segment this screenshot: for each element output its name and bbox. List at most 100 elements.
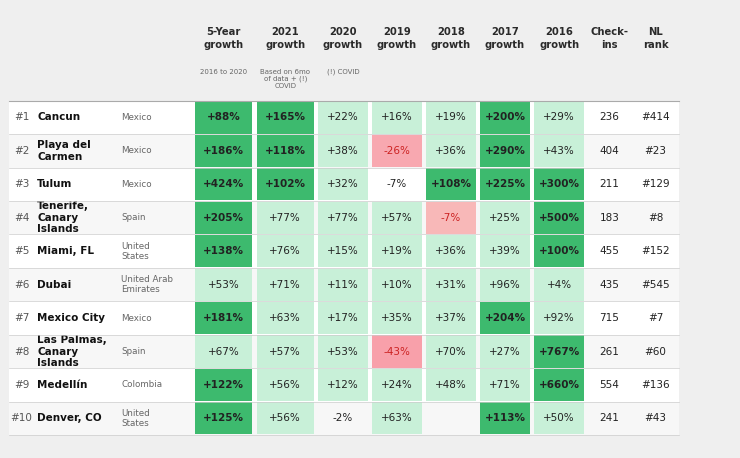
Text: -43%: -43% <box>383 347 411 356</box>
Bar <box>9 234 679 268</box>
Text: +31%: +31% <box>435 280 467 289</box>
Bar <box>9 201 679 234</box>
Text: #9: #9 <box>14 380 29 390</box>
Bar <box>257 402 314 434</box>
Text: 2016
growth: 2016 growth <box>539 27 579 50</box>
Text: United
States: United States <box>121 241 150 261</box>
Text: Mexico: Mexico <box>121 180 152 189</box>
Text: #8: #8 <box>648 213 663 223</box>
Text: +205%: +205% <box>204 213 244 223</box>
Text: +77%: +77% <box>269 213 301 223</box>
Text: #43: #43 <box>645 414 667 423</box>
Text: #10: #10 <box>10 414 33 423</box>
Bar <box>534 402 584 434</box>
Text: +56%: +56% <box>269 414 301 423</box>
Text: Denver, CO: Denver, CO <box>37 414 101 423</box>
Bar <box>257 235 314 267</box>
Bar <box>318 268 368 300</box>
Text: +39%: +39% <box>489 246 521 256</box>
Bar <box>257 302 314 334</box>
Bar <box>534 102 584 134</box>
Bar <box>426 102 476 134</box>
Bar <box>9 368 679 402</box>
Text: Check-
ins: Check- ins <box>591 27 628 50</box>
Text: Medellín: Medellín <box>37 380 87 390</box>
Text: +22%: +22% <box>327 113 359 122</box>
Bar <box>372 102 422 134</box>
Bar <box>318 135 368 167</box>
Bar <box>195 402 252 434</box>
Text: +10%: +10% <box>381 280 413 289</box>
Text: +225%: +225% <box>485 180 525 189</box>
Bar <box>372 202 422 234</box>
Bar <box>534 335 584 367</box>
Text: +29%: +29% <box>543 113 575 122</box>
Text: Spain: Spain <box>121 347 146 356</box>
Text: United
States: United States <box>121 409 150 428</box>
Text: +50%: +50% <box>543 414 575 423</box>
Text: -7%: -7% <box>387 180 407 189</box>
Bar <box>426 202 476 234</box>
Bar <box>534 135 584 167</box>
Text: Tulum: Tulum <box>37 180 73 189</box>
Text: 715: 715 <box>599 313 619 323</box>
Text: +71%: +71% <box>489 380 521 390</box>
Bar <box>372 335 422 367</box>
Bar <box>9 11 679 101</box>
Text: Based on 6mo
of data + (!)
COVID: Based on 6mo of data + (!) COVID <box>260 69 310 89</box>
Bar <box>257 168 314 200</box>
Text: +4%: +4% <box>547 280 571 289</box>
Text: 241: 241 <box>599 414 619 423</box>
Text: #545: #545 <box>642 280 670 289</box>
Bar <box>372 135 422 167</box>
Text: #7: #7 <box>14 313 29 323</box>
Text: +424%: +424% <box>204 180 244 189</box>
Bar <box>318 335 368 367</box>
Text: +38%: +38% <box>327 146 359 156</box>
Bar <box>195 302 252 334</box>
Text: Las Palmas,
Canary
Islands: Las Palmas, Canary Islands <box>37 335 107 368</box>
Bar <box>257 135 314 167</box>
Bar <box>195 102 252 134</box>
Bar <box>9 402 679 435</box>
Bar <box>257 268 314 300</box>
Text: +25%: +25% <box>489 213 521 223</box>
Bar <box>534 369 584 401</box>
Text: +138%: +138% <box>204 246 244 256</box>
Bar <box>9 134 679 168</box>
Bar <box>195 202 252 234</box>
Text: +200%: +200% <box>485 113 525 122</box>
Text: Dubai: Dubai <box>37 280 71 289</box>
Text: +122%: +122% <box>204 380 244 390</box>
Text: NL
rank: NL rank <box>643 27 668 50</box>
Text: +19%: +19% <box>381 246 413 256</box>
Bar <box>257 102 314 134</box>
Bar <box>426 335 476 367</box>
Bar <box>426 135 476 167</box>
Bar <box>534 268 584 300</box>
Text: +43%: +43% <box>543 146 575 156</box>
Text: +36%: +36% <box>435 246 467 256</box>
Bar <box>426 235 476 267</box>
Text: +100%: +100% <box>539 246 579 256</box>
Text: +660%: +660% <box>539 380 579 390</box>
Text: 404: 404 <box>599 146 619 156</box>
Text: #7: #7 <box>648 313 663 323</box>
Bar <box>318 369 368 401</box>
Bar <box>480 102 530 134</box>
Text: +32%: +32% <box>327 180 359 189</box>
Bar <box>9 101 679 134</box>
Text: #60: #60 <box>645 347 667 356</box>
Text: Tenerife,
Canary
Islands: Tenerife, Canary Islands <box>37 201 89 234</box>
Text: #4: #4 <box>14 213 29 223</box>
Text: #136: #136 <box>642 380 670 390</box>
Text: +57%: +57% <box>381 213 413 223</box>
Text: +27%: +27% <box>489 347 521 356</box>
Bar <box>534 302 584 334</box>
Text: +76%: +76% <box>269 246 301 256</box>
Bar <box>534 168 584 200</box>
Text: +15%: +15% <box>327 246 359 256</box>
Bar <box>318 102 368 134</box>
Text: +500%: +500% <box>539 213 579 223</box>
Text: +204%: +204% <box>485 313 525 323</box>
